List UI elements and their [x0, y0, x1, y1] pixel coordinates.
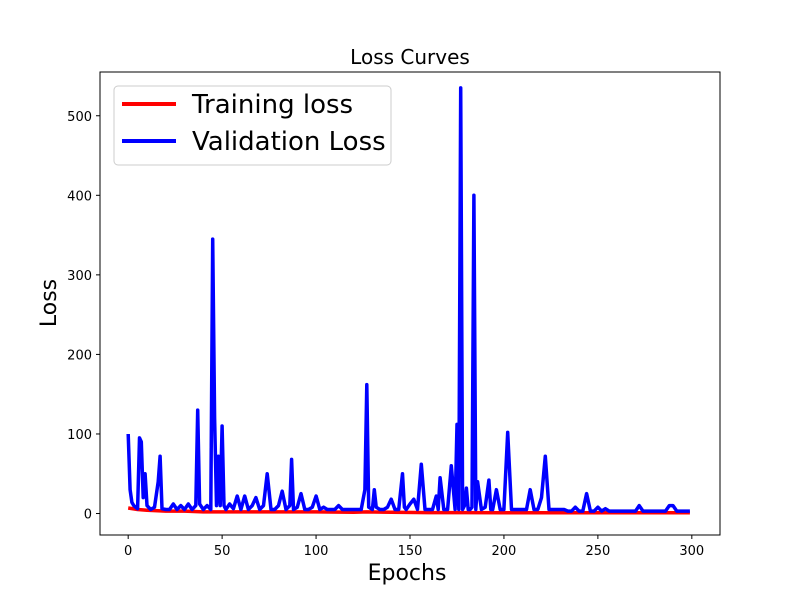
chart-title: Loss Curves	[350, 45, 470, 69]
y-tick-label: 400	[67, 189, 92, 204]
x-tick-label: 300	[679, 544, 704, 559]
y-tick-label: 500	[67, 110, 92, 125]
legend-label-training-loss: Training loss	[191, 90, 353, 120]
x-tick-label: 150	[398, 544, 423, 559]
x-tick-label: 0	[124, 544, 132, 559]
y-tick-label: 100	[67, 428, 92, 443]
y-tick-label: 0	[84, 508, 92, 523]
x-tick-label: 100	[304, 544, 329, 559]
y-axis-label: Loss	[37, 279, 62, 327]
x-tick-label: 50	[214, 544, 231, 559]
y-tick-label: 300	[67, 269, 92, 284]
x-tick-label: 250	[585, 544, 610, 559]
legend-label-validation-loss: Validation Loss	[192, 127, 386, 157]
x-axis-label: Epochs	[368, 561, 447, 586]
legend: Training loss Validation Loss	[114, 86, 391, 165]
x-tick-label: 200	[492, 544, 517, 559]
y-tick-label: 200	[67, 348, 92, 363]
